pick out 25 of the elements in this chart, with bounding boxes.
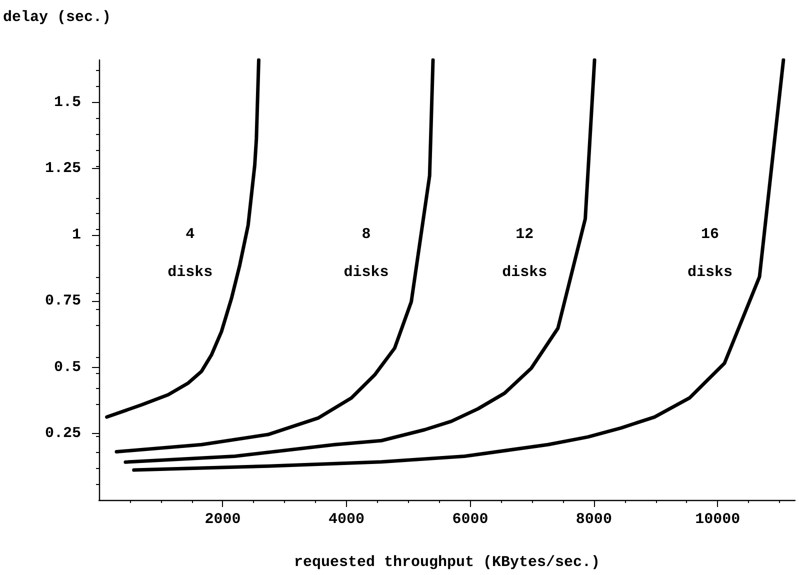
annotation: 16 [701,226,720,244]
y-tick-label: 1.5 [54,94,81,111]
annotation: disks [502,264,548,282]
y-tick-label: 0.5 [54,358,81,376]
x-tick-label: 2000 [204,511,241,528]
y-tick-label: 1 [72,226,81,244]
annotation: disks [688,264,733,282]
y-tick-label: 0.75 [44,292,81,310]
x-tick-label: 8000 [576,511,612,528]
line-series [124,58,596,464]
annotation: disks [168,264,213,282]
y-tick-label: 1.25 [44,160,81,178]
annotation: 12 [516,226,534,244]
x-axis-title: requested throughput (KBytes/sec.) [294,554,600,571]
x-tick-label: 6000 [452,511,488,528]
line-series [105,58,260,419]
x-tick-label: 4000 [328,511,364,528]
y-tick-label: 0.25 [44,425,81,442]
annotation: disks [344,264,389,282]
annotation: 8 [362,226,371,244]
annotation: 4 [186,226,195,244]
line-series [132,58,786,472]
x-tick-label: 10000 [695,511,740,528]
y-axis-title: delay (sec.) [3,9,112,26]
line-series [114,58,435,454]
